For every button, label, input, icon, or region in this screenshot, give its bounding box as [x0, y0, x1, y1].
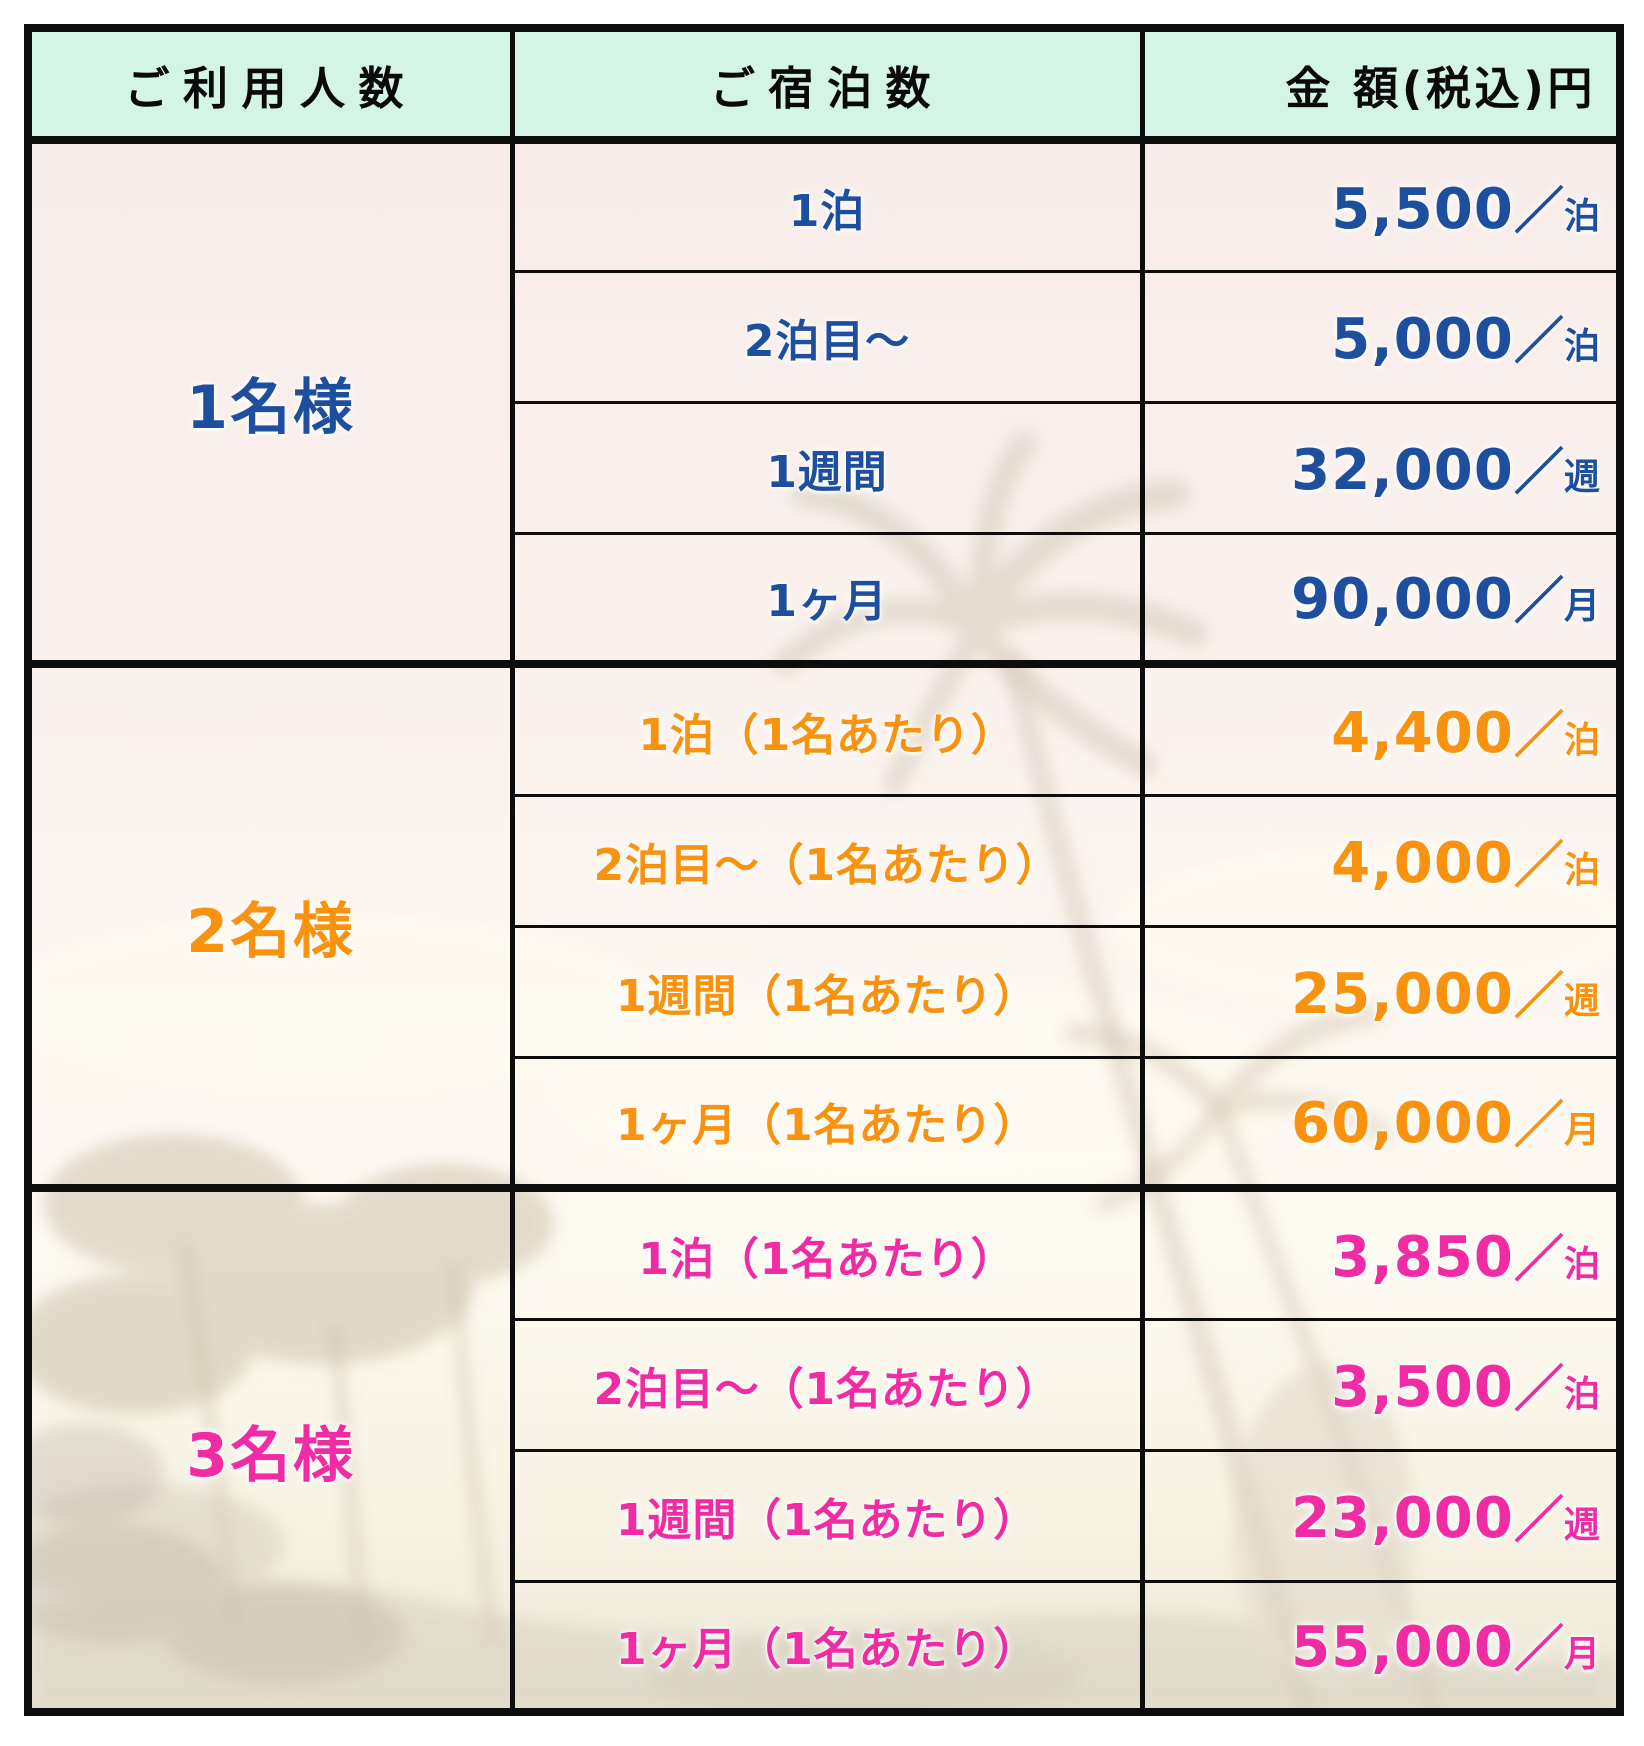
per-slash: ／ — [1513, 181, 1564, 240]
duration-cell: 1泊（1名あたり） — [509, 660, 1145, 797]
duration-cell: 2泊目～ — [509, 269, 1145, 404]
price-row: 2名様 1泊（1名あたり） 4,400／泊 — [25, 660, 1623, 1190]
price-amount: 4,000 — [1331, 830, 1514, 896]
price-cell: 55,000／月 — [1139, 1579, 1623, 1714]
pricing-table-area: ご利用人数 ご宿泊数 金 額(税込)円 1名様 1泊 5,500／泊 2泊目～ … — [24, 24, 1624, 1716]
price-row: 1ヶ月 90,000／月 — [28, 531, 1623, 666]
price-cell: 25,000／週 — [1139, 924, 1623, 1059]
price-row: 1ヶ月（1名あたり） 55,000／月 — [28, 1579, 1623, 1714]
party-cell-3: 3名様 — [25, 1184, 515, 1714]
duration-cell: 1ヶ月（1名あたり） — [509, 1055, 1145, 1190]
price-row: 1ヶ月（1名あたり） 60,000／月 — [28, 1055, 1623, 1190]
per-slash: ／ — [1513, 442, 1564, 501]
price-cell: 4,000／泊 — [1139, 793, 1623, 928]
duration-cell: 1週間（1名あたり） — [509, 1448, 1145, 1583]
price-amount: 3,500 — [1331, 1354, 1514, 1420]
price-cell: 23,000／週 — [1139, 1448, 1623, 1583]
price-row: 3名様 1泊（1名あたり） 3,850／泊 — [25, 1184, 1623, 1714]
price-unit: 週 — [1563, 1504, 1600, 1546]
price-unit: 月 — [1563, 586, 1600, 628]
price-amount: 32,000 — [1291, 437, 1514, 503]
duration-cell: 1ヶ月 — [509, 531, 1145, 666]
price-unit: 泊 — [1563, 1243, 1600, 1285]
per-slash: ／ — [1513, 1229, 1564, 1288]
price-amount: 3,850 — [1331, 1224, 1514, 1290]
header-party-count: ご利用人数 — [25, 26, 515, 143]
price-amount: 5,000 — [1331, 306, 1514, 372]
price-amount: 5,500 — [1331, 176, 1514, 242]
price-amount: 23,000 — [1291, 1485, 1514, 1551]
duration-cell: 1泊 — [509, 136, 1145, 273]
price-cell: 32,000／週 — [1139, 400, 1623, 535]
per-slash: ／ — [1513, 1359, 1564, 1418]
price-row: 1週間（1名あたり） 23,000／週 — [28, 1448, 1623, 1583]
price-cell: 4,400／泊 — [1139, 660, 1623, 797]
price-row: 1週間（1名あたり） 25,000／週 — [28, 924, 1623, 1059]
duration-cell: 1ヶ月（1名あたり） — [509, 1579, 1145, 1714]
party-cell-2: 2名様 — [25, 660, 515, 1190]
price-unit: 月 — [1563, 1634, 1600, 1676]
per-slash: ／ — [1513, 1490, 1564, 1549]
price-unit: 泊 — [1563, 719, 1600, 761]
price-amount: 55,000 — [1291, 1615, 1514, 1681]
duration-cell: 2泊目～（1名あたり） — [509, 793, 1145, 928]
price-unit: 泊 — [1563, 325, 1600, 367]
pricing-table: ご利用人数 ご宿泊数 金 額(税込)円 1名様 1泊 5,500／泊 2泊目～ … — [24, 24, 1624, 1716]
price-cell: 5,000／泊 — [1139, 269, 1623, 404]
price-row: 2泊目～（1名あたり） 4,000／泊 — [28, 793, 1623, 928]
per-slash: ／ — [1513, 1096, 1564, 1155]
price-cell: 90,000／月 — [1139, 531, 1623, 666]
price-amount: 90,000 — [1291, 567, 1514, 633]
duration-cell: 1週間（1名あたり） — [509, 924, 1145, 1059]
price-unit: 月 — [1563, 1110, 1600, 1152]
price-row: 2泊目～ 5,000／泊 — [28, 269, 1623, 404]
per-slash: ／ — [1513, 572, 1564, 631]
price-cell: 60,000／月 — [1139, 1055, 1623, 1190]
price-amount: 60,000 — [1291, 1091, 1514, 1157]
price-row: 1名様 1泊 5,500／泊 — [25, 136, 1623, 666]
duration-cell: 2泊目～（1名あたり） — [509, 1317, 1145, 1452]
duration-cell: 1泊（1名あたり） — [509, 1184, 1145, 1321]
price-cell: 3,850／泊 — [1139, 1184, 1623, 1321]
per-slash: ／ — [1513, 1620, 1564, 1679]
per-slash: ／ — [1513, 705, 1564, 764]
price-row: 2泊目～（1名あたり） 3,500／泊 — [28, 1317, 1623, 1452]
price-amount: 25,000 — [1291, 961, 1514, 1027]
price-unit: 泊 — [1563, 849, 1600, 891]
header-stay-duration: ご宿泊数 — [509, 26, 1145, 143]
per-slash: ／ — [1513, 835, 1564, 894]
duration-cell: 1週間 — [509, 400, 1145, 535]
price-cell: 3,500／泊 — [1139, 1317, 1623, 1452]
header-price: 金 額(税込)円 — [1139, 26, 1623, 143]
party-cell-1: 1名様 — [25, 136, 515, 666]
price-amount: 4,400 — [1331, 700, 1514, 766]
price-cell: 5,500／泊 — [1139, 136, 1623, 273]
header-row: ご利用人数 ご宿泊数 金 額(税込)円 — [25, 26, 1623, 143]
price-row: 1週間 32,000／週 — [28, 400, 1623, 535]
price-unit: 泊 — [1563, 1373, 1600, 1415]
price-unit: 週 — [1563, 456, 1600, 498]
price-unit: 週 — [1563, 980, 1600, 1022]
per-slash: ／ — [1513, 311, 1564, 370]
price-unit: 泊 — [1563, 195, 1600, 237]
per-slash: ／ — [1513, 966, 1564, 1025]
